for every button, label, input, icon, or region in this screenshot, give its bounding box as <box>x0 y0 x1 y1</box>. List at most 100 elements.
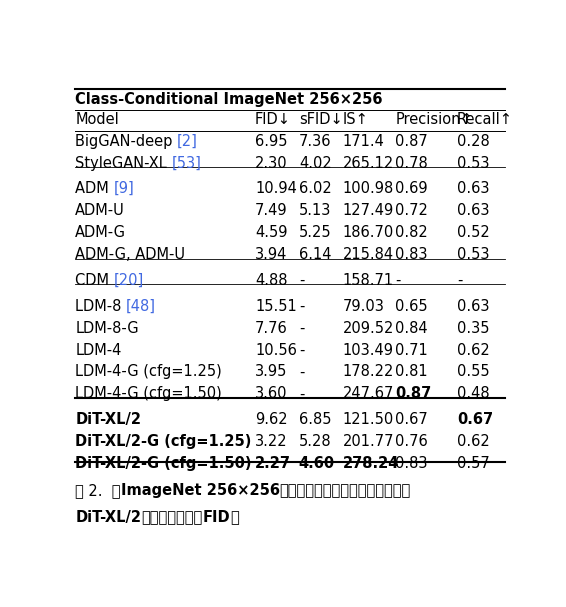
Text: LDM-4: LDM-4 <box>75 342 122 358</box>
Text: 0.83: 0.83 <box>395 456 428 471</box>
Text: 171.4: 171.4 <box>343 134 384 149</box>
Text: StyleGAN-XL: StyleGAN-XL <box>75 155 171 171</box>
Text: 0.57: 0.57 <box>457 456 490 471</box>
Text: 0.83: 0.83 <box>395 247 428 262</box>
Text: -: - <box>457 273 462 288</box>
Text: 2.30: 2.30 <box>255 155 288 171</box>
Text: 201.77: 201.77 <box>343 434 394 449</box>
Text: 0.63: 0.63 <box>457 181 489 196</box>
Text: 4.88: 4.88 <box>255 273 288 288</box>
Text: 。: 。 <box>230 510 239 525</box>
Text: 4.59: 4.59 <box>255 225 288 240</box>
Text: 0.72: 0.72 <box>395 203 428 219</box>
Text: -: - <box>299 387 304 401</box>
Text: 186.70: 186.70 <box>343 225 394 240</box>
Text: 0.52: 0.52 <box>457 225 490 240</box>
Text: LDM-8-G: LDM-8-G <box>75 320 139 336</box>
Text: LDM-4-G (cfg=1.25): LDM-4-G (cfg=1.25) <box>75 364 222 379</box>
Text: 0.63: 0.63 <box>457 203 489 219</box>
Text: 0.63: 0.63 <box>457 299 489 314</box>
Text: 0.82: 0.82 <box>395 225 428 240</box>
Text: [48]: [48] <box>126 299 156 314</box>
Text: Model: Model <box>75 112 119 127</box>
Text: [2]: [2] <box>177 134 198 149</box>
Text: -: - <box>395 273 401 288</box>
Text: 4.60: 4.60 <box>299 456 335 471</box>
Text: LDM-8: LDM-8 <box>75 299 126 314</box>
Text: 0.76: 0.76 <box>395 434 428 449</box>
Text: ADM-G: ADM-G <box>75 225 126 240</box>
Text: DiT-XL/2: DiT-XL/2 <box>75 510 141 525</box>
Text: -: - <box>299 320 304 336</box>
Text: 0.35: 0.35 <box>457 320 489 336</box>
Text: 7.49: 7.49 <box>255 203 288 219</box>
Text: 0.62: 0.62 <box>457 342 490 358</box>
Text: 0.69: 0.69 <box>395 181 428 196</box>
Text: 3.22: 3.22 <box>255 434 288 449</box>
Text: 9.62: 9.62 <box>255 412 288 427</box>
Text: 100.98: 100.98 <box>343 181 394 196</box>
Text: 5.25: 5.25 <box>299 225 332 240</box>
Text: 6.02: 6.02 <box>299 181 332 196</box>
Text: ImageNet 256×256: ImageNet 256×256 <box>121 483 280 498</box>
Text: 0.84: 0.84 <box>395 320 428 336</box>
Text: 实现了最先进的: 实现了最先进的 <box>141 510 203 525</box>
Text: 127.49: 127.49 <box>343 203 394 219</box>
Text: 0.28: 0.28 <box>457 134 490 149</box>
Text: 3.60: 3.60 <box>255 387 288 401</box>
Text: -: - <box>299 342 304 358</box>
Text: 上进行条件图像生成的基准测试。: 上进行条件图像生成的基准测试。 <box>280 483 411 498</box>
Text: -: - <box>299 364 304 379</box>
Text: 5.28: 5.28 <box>299 434 332 449</box>
Text: BigGAN-deep: BigGAN-deep <box>75 134 177 149</box>
Text: 0.87: 0.87 <box>395 387 432 401</box>
Text: 278.24: 278.24 <box>343 456 399 471</box>
Text: DiT-XL/2-G (cfg=1.50): DiT-XL/2-G (cfg=1.50) <box>75 456 252 471</box>
Text: 7.36: 7.36 <box>299 134 331 149</box>
Text: 10.94: 10.94 <box>255 181 297 196</box>
Text: 3.95: 3.95 <box>255 364 288 379</box>
Text: 7.76: 7.76 <box>255 320 288 336</box>
Text: 265.12: 265.12 <box>343 155 394 171</box>
Text: 0.71: 0.71 <box>395 342 428 358</box>
Text: 0.48: 0.48 <box>457 387 490 401</box>
Text: Class-Conditional ImageNet 256×256: Class-Conditional ImageNet 256×256 <box>75 92 383 107</box>
Text: 0.87: 0.87 <box>395 134 428 149</box>
Text: 10.56: 10.56 <box>255 342 297 358</box>
Text: 表 2.  在: 表 2. 在 <box>75 483 121 498</box>
Text: 6.85: 6.85 <box>299 412 331 427</box>
Text: 0.78: 0.78 <box>395 155 428 171</box>
Text: 158.71: 158.71 <box>343 273 394 288</box>
Text: 79.03: 79.03 <box>343 299 384 314</box>
Text: 247.67: 247.67 <box>343 387 394 401</box>
Text: 0.55: 0.55 <box>457 364 490 379</box>
Text: [53]: [53] <box>171 155 201 171</box>
Text: 0.67: 0.67 <box>457 412 493 427</box>
Text: 121.50: 121.50 <box>343 412 394 427</box>
Text: LDM-4-G (cfg=1.50): LDM-4-G (cfg=1.50) <box>75 387 222 401</box>
Text: DiT-XL/2: DiT-XL/2 <box>75 412 141 427</box>
Text: FID: FID <box>203 510 230 525</box>
Text: 3.94: 3.94 <box>255 247 288 262</box>
Text: ADM-U: ADM-U <box>75 203 125 219</box>
Text: 4.02: 4.02 <box>299 155 332 171</box>
Text: [20]: [20] <box>114 273 144 288</box>
Text: 15.51: 15.51 <box>255 299 297 314</box>
Text: 0.62: 0.62 <box>457 434 490 449</box>
Text: 0.81: 0.81 <box>395 364 428 379</box>
Text: sFID↓: sFID↓ <box>299 112 342 127</box>
Text: 178.22: 178.22 <box>343 364 394 379</box>
Text: 209.52: 209.52 <box>343 320 394 336</box>
Text: DiT-XL/2-G (cfg=1.25): DiT-XL/2-G (cfg=1.25) <box>75 434 251 449</box>
Text: 6.95: 6.95 <box>255 134 288 149</box>
Text: Precision↑: Precision↑ <box>395 112 473 127</box>
Text: -: - <box>299 273 304 288</box>
Text: CDM: CDM <box>75 273 114 288</box>
Text: Recall↑: Recall↑ <box>457 112 513 127</box>
Text: ADM-G, ADM-U: ADM-G, ADM-U <box>75 247 185 262</box>
Text: [9]: [9] <box>114 181 134 196</box>
Text: 5.13: 5.13 <box>299 203 331 219</box>
Text: 0.65: 0.65 <box>395 299 428 314</box>
Text: 6.14: 6.14 <box>299 247 331 262</box>
Text: 215.84: 215.84 <box>343 247 394 262</box>
